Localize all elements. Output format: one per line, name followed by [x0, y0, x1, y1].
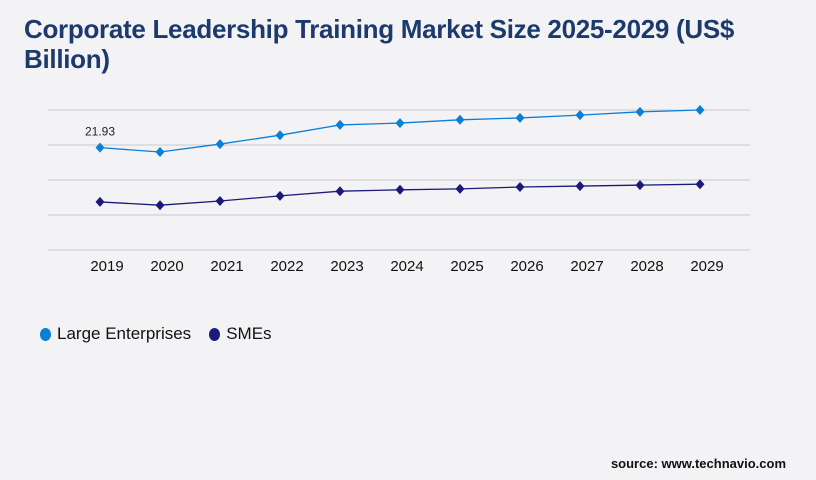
data-point — [395, 118, 405, 129]
x-tick-label: 2021 — [210, 258, 243, 275]
data-point — [635, 180, 645, 191]
data-point — [95, 196, 105, 207]
data-point — [395, 184, 405, 195]
x-tick-label: 2029 — [690, 258, 723, 275]
data-point — [515, 182, 525, 192]
data-point — [575, 181, 585, 192]
data-point — [155, 200, 165, 211]
x-tick-label: 2025 — [450, 258, 483, 275]
chart-title: Corporate Leadership Training Market Siz… — [24, 14, 735, 74]
line-chart: 2019 2020 2021 2022 2023 2024 2025 2026 2027 2028… — [48, 105, 750, 275]
data-point — [575, 110, 585, 121]
legend-marker-icon — [209, 327, 221, 341]
x-tick-label: 2020 — [150, 258, 183, 275]
data-point — [275, 130, 285, 141]
x-tick-label: 2023 — [330, 258, 363, 275]
data-point — [215, 196, 225, 206]
x-tick-label: 2022 — [270, 258, 303, 275]
legend-marker-icon — [40, 327, 51, 341]
data-point — [455, 114, 465, 125]
legend-item-smes[interactable]: SMEs — [209, 324, 272, 344]
data-point — [275, 190, 285, 201]
data-point — [335, 119, 345, 130]
data-point — [455, 183, 465, 194]
x-tick-label: 2019 — [90, 258, 123, 275]
data-point — [635, 106, 645, 117]
source-credit: source: www.technavio.com — [610, 456, 786, 471]
legend: Large Enterprises SMEs — [40, 324, 272, 344]
data-point — [515, 112, 525, 123]
x-tick-label: 2024 — [390, 258, 423, 275]
data-point — [155, 147, 165, 157]
series-line — [99, 109, 701, 153]
x-tick-label: 2028 — [630, 258, 663, 275]
data-point — [695, 179, 705, 190]
data-point — [215, 139, 225, 150]
legend-item-large-enterprises[interactable]: Large Enterprises — [40, 324, 191, 344]
x-tick-label: 2026 — [510, 258, 543, 275]
data-point — [695, 105, 705, 115]
x-tick-label: 2027 — [570, 258, 603, 275]
data-point — [335, 186, 345, 197]
data-point — [95, 142, 105, 153]
legend-label: SMEs — [226, 324, 272, 343]
legend-label: Large Enterprises — [57, 324, 192, 343]
data-label: 21.93 — [85, 125, 115, 139]
